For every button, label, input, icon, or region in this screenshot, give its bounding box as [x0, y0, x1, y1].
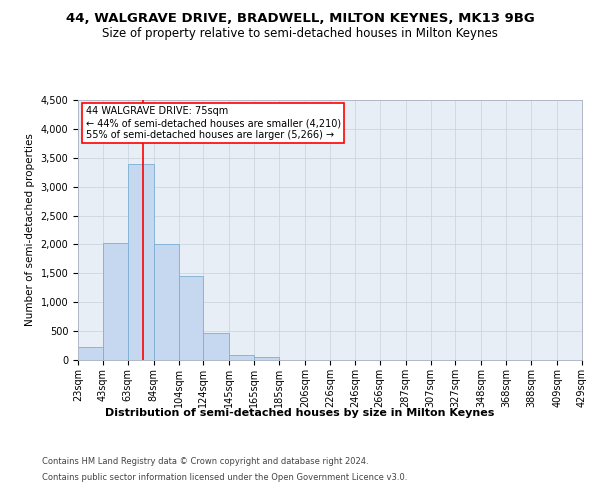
Text: 44 WALGRAVE DRIVE: 75sqm
← 44% of semi-detached houses are smaller (4,210)
55% o: 44 WALGRAVE DRIVE: 75sqm ← 44% of semi-d…	[86, 106, 341, 140]
Bar	[203, 333, 229, 360]
Text: Size of property relative to semi-detached houses in Milton Keynes: Size of property relative to semi-detach…	[102, 28, 498, 40]
Text: Contains public sector information licensed under the Open Government Licence v3: Contains public sector information licen…	[42, 472, 407, 482]
Text: Contains HM Land Registry data © Crown copyright and database right 2024.: Contains HM Land Registry data © Crown c…	[42, 458, 368, 466]
Bar	[254, 357, 279, 360]
Bar	[229, 355, 254, 360]
Bar	[103, 242, 128, 360]
Bar	[78, 346, 103, 360]
Text: Distribution of semi-detached houses by size in Milton Keynes: Distribution of semi-detached houses by …	[106, 408, 494, 418]
Bar	[179, 276, 203, 360]
Text: 44, WALGRAVE DRIVE, BRADWELL, MILTON KEYNES, MK13 9BG: 44, WALGRAVE DRIVE, BRADWELL, MILTON KEY…	[65, 12, 535, 26]
Bar	[154, 244, 179, 360]
Y-axis label: Number of semi-detached properties: Number of semi-detached properties	[25, 134, 35, 326]
Bar	[128, 164, 154, 360]
